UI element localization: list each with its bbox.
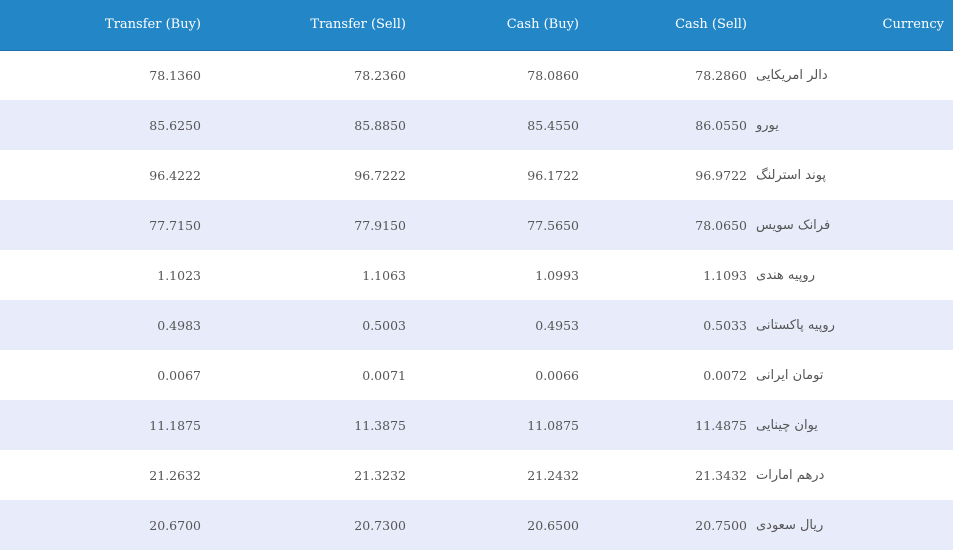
cell-transfer-buy: 85.6250	[149, 117, 201, 133]
header-cash-buy: Cash (Buy)	[506, 17, 579, 33]
cell-transfer-sell: 78.2360	[354, 67, 406, 83]
cell-transfer-sell: 11.3875	[354, 417, 406, 433]
table-header: Transfer (Buy) Transfer (Sell) Cash (Buy…	[0, 0, 953, 50]
cell-cash-buy: 85.4550	[527, 117, 579, 133]
cell-currency: تومان ایرانی	[756, 367, 824, 383]
cell-transfer-sell: 96.7222	[354, 167, 406, 183]
cell-currency: روپیه پاکستانی	[756, 317, 835, 333]
cell-cash-sell: 1.1093	[703, 267, 747, 283]
cell-cash-sell: 21.3432	[695, 467, 747, 483]
cell-currency: ریال سعودی	[756, 517, 824, 533]
cell-currency: درهم امارات	[756, 467, 825, 483]
table-row: 1.1023 1.1063 1.0993 1.1093 روپیه هندی	[0, 250, 953, 300]
table-row: 21.2632 21.3232 21.2432 21.3432 درهم اما…	[0, 450, 953, 500]
cell-transfer-buy: 77.7150	[149, 217, 201, 233]
cell-cash-sell: 96.9722	[695, 167, 747, 183]
cell-transfer-buy: 0.4983	[157, 317, 201, 333]
header-transfer-sell: Transfer (Sell)	[310, 17, 406, 33]
cell-cash-buy: 0.4953	[535, 317, 579, 333]
table-row: 11.1875 11.3875 11.0875 11.4875 یوان چین…	[0, 400, 953, 450]
cell-cash-sell: 78.0650	[695, 217, 747, 233]
cell-transfer-sell: 0.5003	[362, 317, 406, 333]
cell-transfer-buy: 78.1360	[149, 67, 201, 83]
cell-cash-sell: 86.0550	[695, 117, 747, 133]
cell-cash-buy: 20.6500	[527, 517, 579, 533]
cell-transfer-buy: 96.4222	[149, 167, 201, 183]
table-row: 85.6250 85.8850 85.4550 86.0550 یورو	[0, 100, 953, 150]
header-cash-sell: Cash (Sell)	[675, 17, 747, 33]
cell-transfer-sell: 0.0071	[362, 367, 406, 383]
cell-cash-buy: 96.1722	[527, 167, 579, 183]
cell-cash-sell: 11.4875	[695, 417, 747, 433]
header-currency: Currency	[882, 17, 944, 33]
cell-currency: یورو	[756, 117, 779, 133]
cell-transfer-sell: 77.9150	[354, 217, 406, 233]
cell-currency: پوند استرلنگ	[756, 167, 827, 183]
cell-cash-sell: 78.2860	[695, 67, 747, 83]
table-row: 0.4983 0.5003 0.4953 0.5033 روپیه پاکستا…	[0, 300, 953, 350]
table-row: 0.0067 0.0071 0.0066 0.0072 تومان ایرانی	[0, 350, 953, 400]
cell-transfer-sell: 1.1063	[362, 267, 406, 283]
table-row: 78.1360 78.2360 78.0860 78.2860 دالر امر…	[0, 50, 953, 100]
header-row: Transfer (Buy) Transfer (Sell) Cash (Buy…	[0, 0, 953, 50]
table-row: 77.7150 77.9150 77.5650 78.0650 فرانک سو…	[0, 200, 953, 250]
cell-cash-buy: 0.0066	[535, 367, 579, 383]
cell-transfer-sell: 85.8850	[354, 117, 406, 133]
cell-cash-buy: 11.0875	[527, 417, 579, 433]
cell-currency: یوان چینایی	[756, 417, 818, 433]
table-body: 78.1360 78.2360 78.0860 78.2860 دالر امر…	[0, 50, 953, 550]
cell-transfer-buy: 21.2632	[149, 467, 201, 483]
cell-cash-buy: 77.5650	[527, 217, 579, 233]
cell-transfer-buy: 0.0067	[157, 367, 201, 383]
cell-cash-buy: 1.0993	[535, 267, 579, 283]
cell-currency: روپیه هندی	[756, 267, 815, 283]
cell-transfer-buy: 20.6700	[149, 517, 201, 533]
cell-currency: فرانک سویس	[756, 217, 831, 233]
cell-transfer-sell: 21.3232	[354, 467, 406, 483]
table-row: 96.4222 96.7222 96.1722 96.9722 پوند است…	[0, 150, 953, 200]
cell-cash-buy: 21.2432	[527, 467, 579, 483]
cell-transfer-buy: 1.1023	[157, 267, 201, 283]
header-transfer-buy: Transfer (Buy)	[105, 17, 201, 33]
table-row: 20.6700 20.7300 20.6500 20.7500 ریال سعو…	[0, 500, 953, 550]
cell-cash-sell: 0.5033	[703, 317, 747, 333]
cell-currency: دالر امریکایی	[756, 67, 828, 83]
cell-transfer-sell: 20.7300	[354, 517, 406, 533]
cell-cash-sell: 0.0072	[703, 367, 747, 383]
cell-cash-buy: 78.0860	[527, 67, 579, 83]
cell-cash-sell: 20.7500	[695, 517, 747, 533]
cell-transfer-buy: 11.1875	[149, 417, 201, 433]
